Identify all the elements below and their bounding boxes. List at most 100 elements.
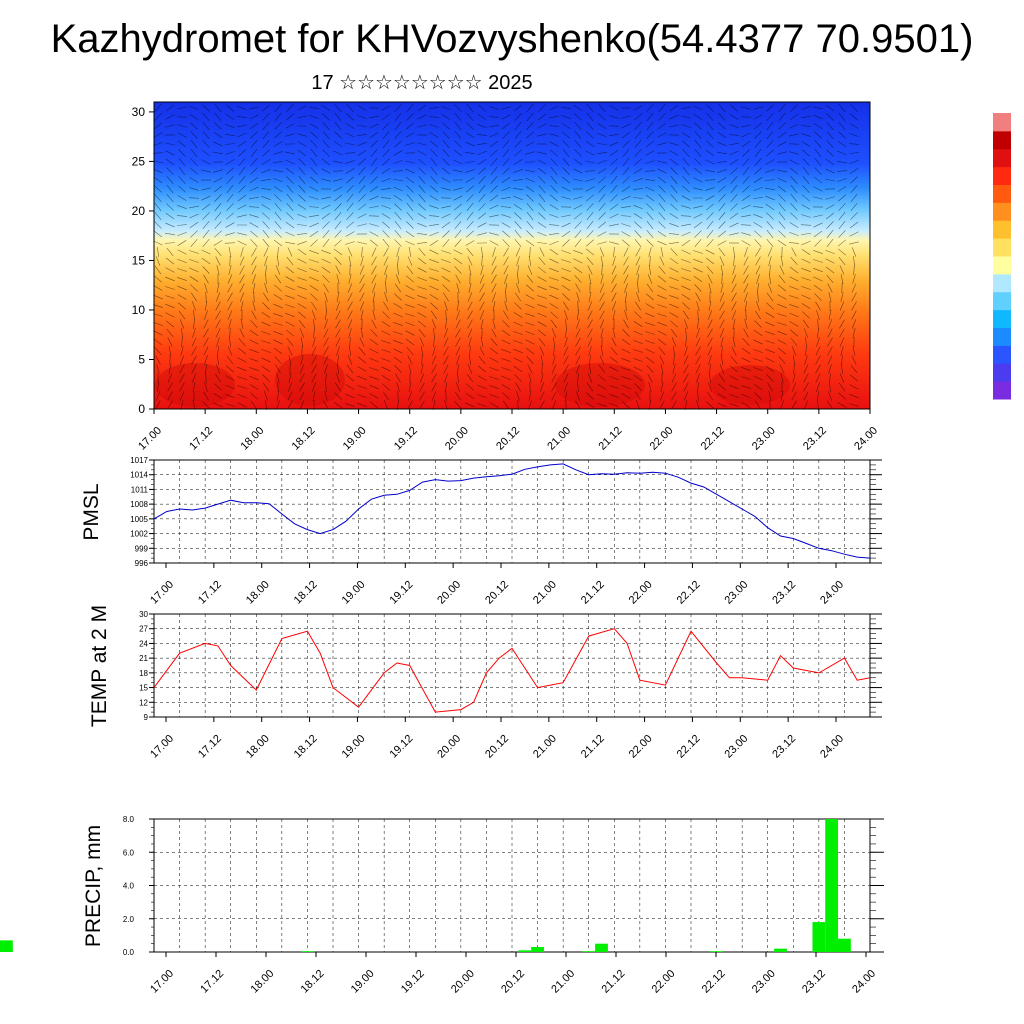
wind-barb	[334, 257, 342, 265]
wind-barb	[706, 220, 714, 230]
wind-barb	[188, 197, 200, 199]
wind-barb	[189, 177, 199, 183]
wind-barb	[262, 212, 270, 220]
wind-barb	[466, 122, 474, 130]
wind-barb	[325, 300, 327, 312]
wind-barb	[310, 148, 318, 158]
wind-barb	[416, 242, 428, 244]
wind-barb	[561, 276, 571, 282]
wind-barb	[645, 178, 655, 182]
wind-barb	[239, 328, 245, 338]
wind-barb	[311, 373, 317, 383]
wind-barb	[360, 328, 364, 338]
wind-barb	[575, 328, 581, 338]
wind-barb	[815, 301, 821, 311]
wind-barb	[504, 283, 508, 293]
wind-barb	[729, 403, 739, 407]
wind-barb	[249, 186, 259, 192]
wind-barb	[345, 122, 355, 130]
wind-barb	[815, 364, 821, 374]
wind-barb	[214, 122, 222, 130]
wind-barb	[838, 112, 846, 122]
wind-barb	[576, 310, 580, 320]
wind-barb	[838, 203, 846, 211]
wind-barb	[226, 365, 234, 373]
wind-barb	[224, 143, 236, 145]
wind-barb	[489, 366, 499, 372]
wind-barb	[695, 364, 701, 374]
wind-barb	[514, 302, 522, 310]
wind-barb	[431, 382, 437, 392]
wind-barb	[406, 265, 414, 275]
wind-barb	[537, 304, 547, 308]
wind-barb	[584, 170, 596, 172]
wind-barb	[503, 247, 509, 257]
wind-barb	[501, 122, 511, 130]
wind-barb	[273, 177, 283, 183]
wind-barb	[681, 223, 691, 227]
wind-barb	[850, 193, 858, 203]
wind-barb	[453, 149, 463, 157]
wind-barb	[405, 275, 415, 283]
wind-barb	[154, 103, 162, 113]
wind-barb	[202, 239, 210, 247]
wind-barb	[417, 222, 427, 228]
wind-barb	[336, 292, 340, 302]
wind-barb	[261, 366, 271, 372]
wind-barb	[633, 321, 643, 327]
wind-barb	[276, 391, 280, 401]
wind-barb	[599, 310, 605, 320]
wind-barb	[383, 247, 389, 257]
wind-barb	[467, 319, 473, 329]
wind-barb	[228, 319, 232, 329]
wind-barb	[480, 319, 484, 329]
wind-barb	[215, 301, 221, 311]
wind-barb	[551, 328, 557, 338]
colorbar-swatch	[993, 113, 1011, 132]
wind-barb	[357, 141, 367, 147]
wind-barb	[334, 121, 342, 131]
wind-barb	[561, 196, 571, 200]
wind-barb	[814, 239, 822, 247]
wind-barb	[622, 157, 630, 167]
wind-barb	[204, 283, 208, 293]
wind-barb	[755, 247, 761, 257]
wind-barb	[369, 205, 379, 209]
wind-barb	[417, 213, 427, 219]
wind-barb	[309, 131, 319, 139]
wind-barb	[321, 266, 331, 274]
wind-barb	[467, 292, 473, 302]
wind-barb	[513, 204, 523, 210]
wind-barb	[467, 256, 473, 266]
wind-barb	[789, 276, 799, 282]
wind-barb	[717, 240, 727, 246]
wind-barb	[741, 376, 751, 380]
y-tick-label: 999	[135, 544, 149, 553]
wind-barb	[539, 391, 545, 401]
wind-barb	[298, 319, 306, 329]
wind-barb	[153, 122, 163, 130]
wind-barb	[669, 242, 679, 244]
wind-barb	[503, 256, 509, 266]
wind-barb	[657, 338, 667, 346]
wind-barb	[250, 139, 258, 149]
wind-barb	[705, 203, 715, 211]
wind-barb	[177, 231, 187, 237]
wind-barb	[705, 249, 715, 255]
wind-barb	[456, 382, 460, 392]
wind-barb	[417, 233, 427, 235]
wind-barb	[802, 158, 810, 166]
wind-barb	[478, 167, 486, 175]
wind-barb	[732, 319, 736, 329]
wind-barb	[312, 337, 316, 347]
wind-barb	[768, 391, 772, 401]
wind-barb	[741, 124, 751, 128]
wind-barb	[635, 256, 641, 266]
wind-barb	[154, 185, 162, 193]
wind-barb	[313, 327, 315, 339]
wind-barb	[489, 402, 499, 408]
wind-barb	[671, 373, 677, 383]
wind-barb	[394, 293, 402, 301]
wind-barb	[191, 364, 197, 374]
wind-barb	[430, 185, 438, 193]
